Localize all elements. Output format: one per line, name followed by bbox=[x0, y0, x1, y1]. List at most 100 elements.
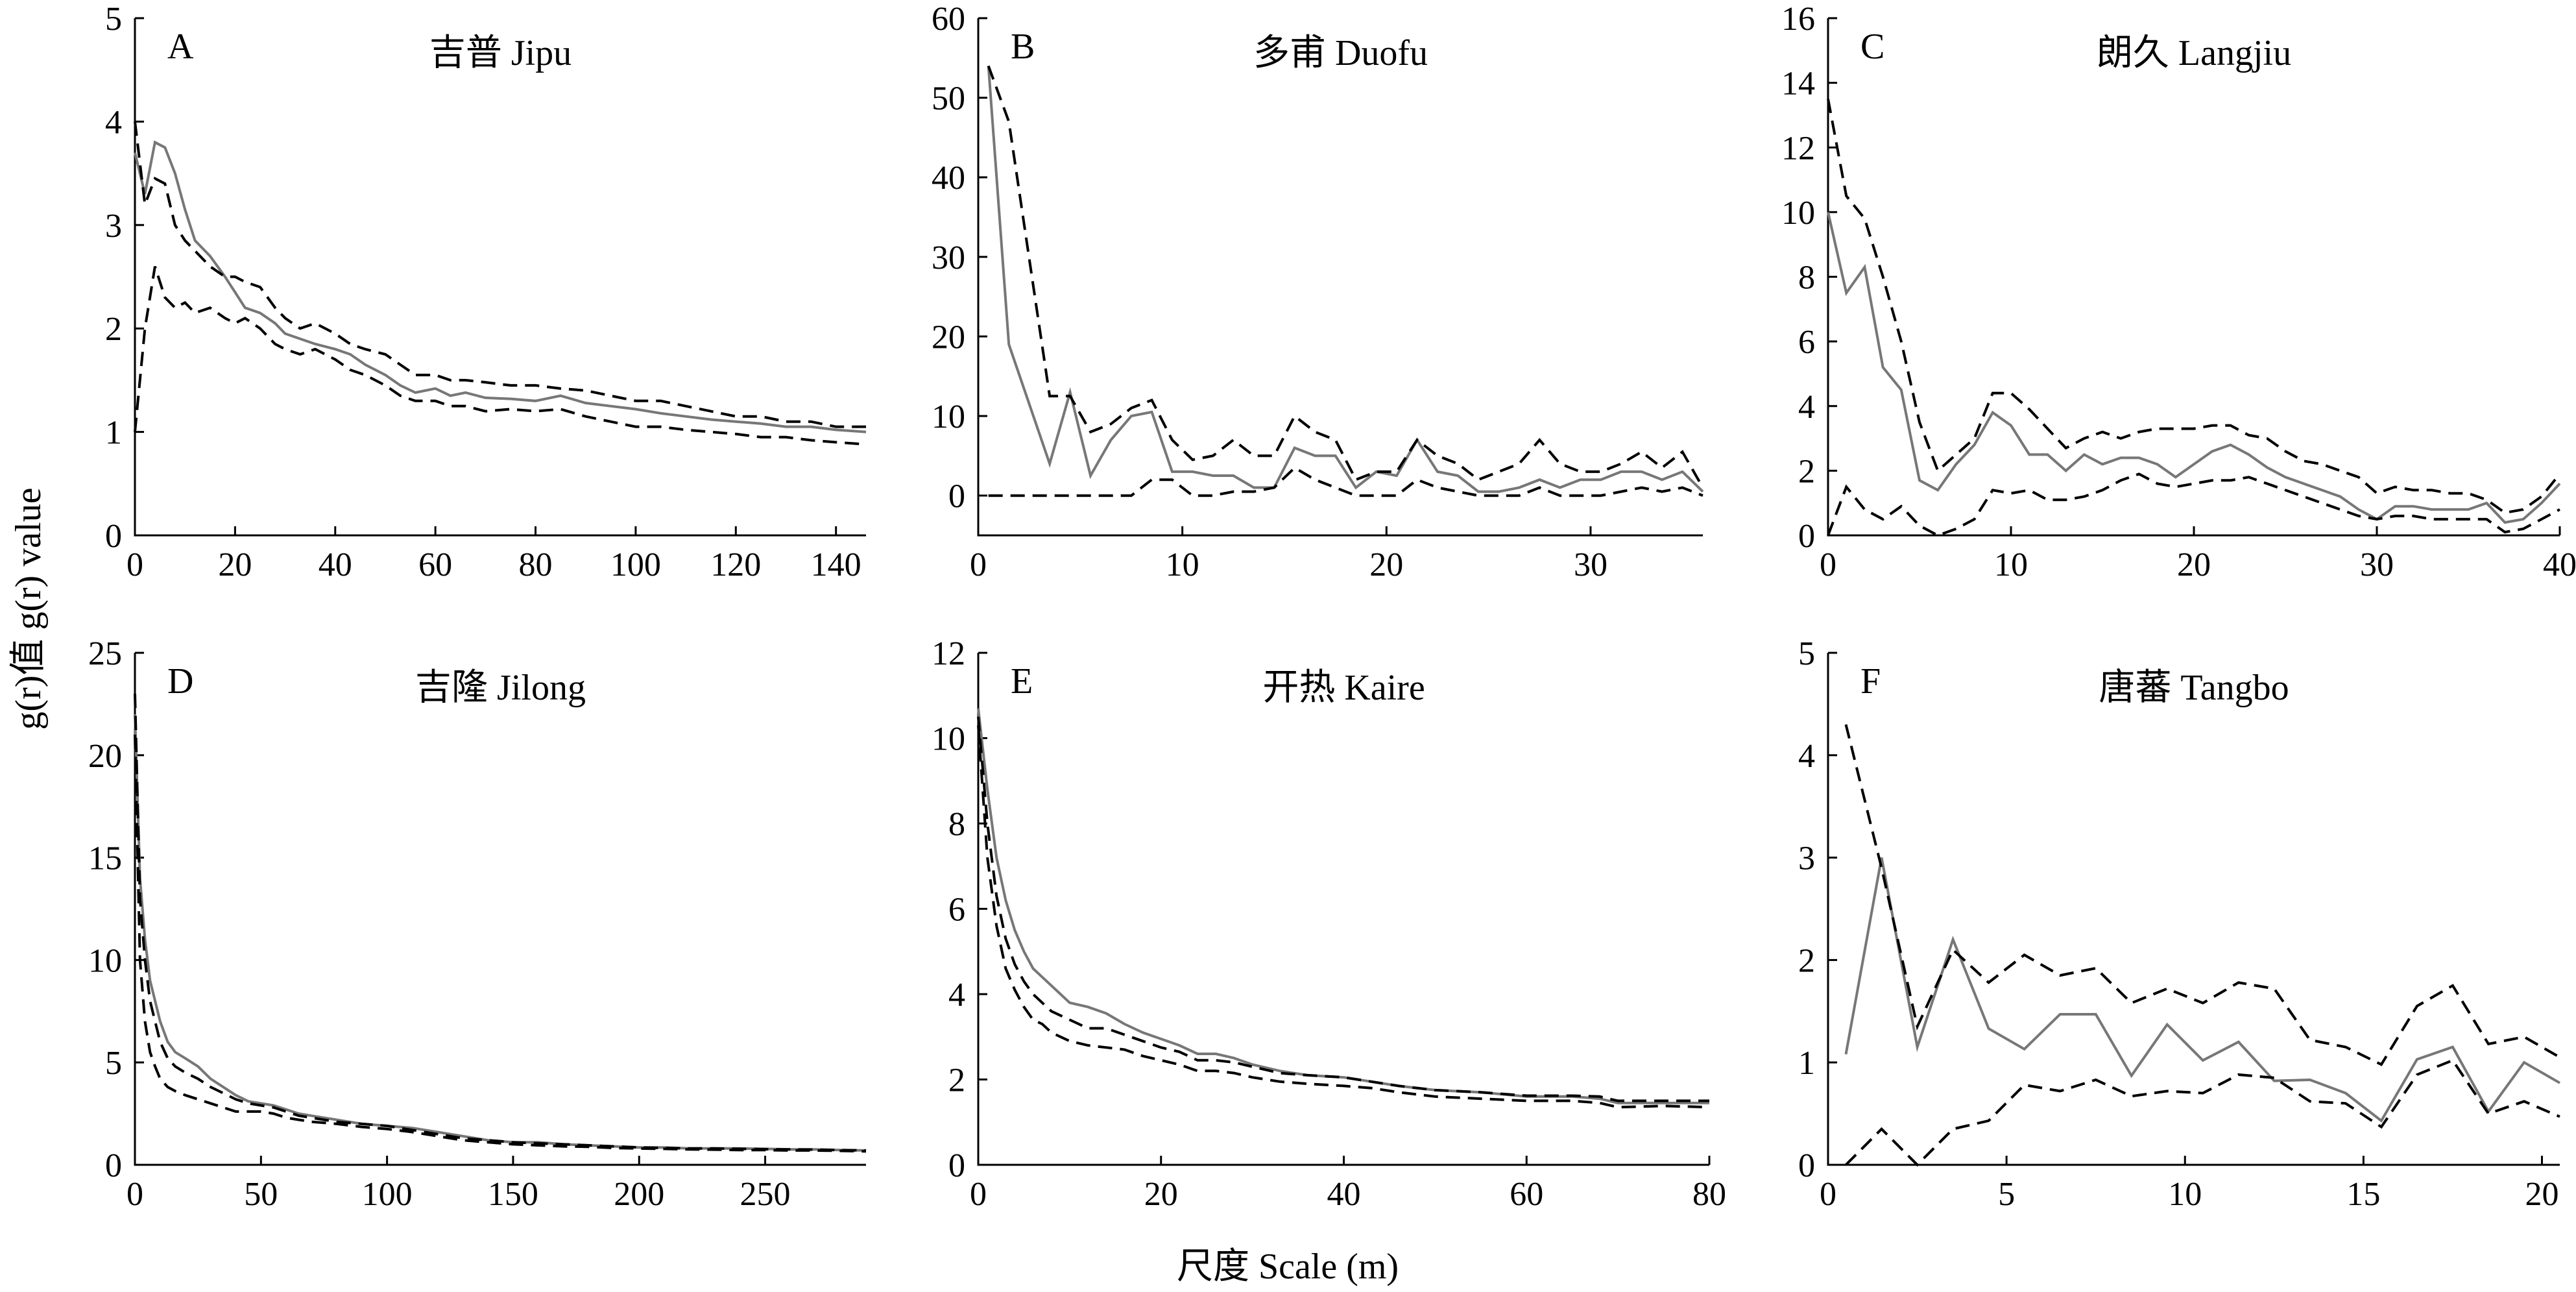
panel-e: 0 2 4 6 8 10 12 0 20 40 60 80 E 开热 Kaire bbox=[932, 635, 1726, 1213]
panel-d-ytick-label: 25 bbox=[88, 635, 122, 672]
panel-d-ytick-label: 15 bbox=[88, 840, 122, 877]
panel-e-letter: E bbox=[1011, 661, 1033, 701]
panel-c-xtick-label: 0 bbox=[1820, 546, 1836, 583]
panel-a: 0 1 2 3 4 5 0 20 40 60 80 100 120 140 A 吉普 Jipu bbox=[105, 1, 867, 583]
panel-a-ytick-label: 1 bbox=[105, 415, 122, 452]
panel-e-title: 开热 Kaire bbox=[1262, 668, 1425, 708]
panel-b-ytick-label: 0 bbox=[948, 478, 965, 515]
panel-e-ytick-label: 8 bbox=[948, 806, 965, 843]
panel-b-ytick-label: 30 bbox=[932, 239, 965, 276]
panel-f-ytick-label: 3 bbox=[1798, 840, 1815, 877]
panel-c-ytick-label: 6 bbox=[1798, 324, 1815, 361]
panel-a-xtick-label: 100 bbox=[610, 546, 661, 583]
panel-f-xtick-label: 20 bbox=[2525, 1176, 2558, 1213]
panel-c-envelope-line-2 bbox=[1827, 472, 2560, 537]
panel-a-title: 吉普 Jipu bbox=[429, 33, 572, 73]
panel-d-axes bbox=[134, 653, 866, 1166]
panel-c-xtick-label: 20 bbox=[2177, 546, 2211, 583]
panel-b-title: 多甫 Duofu bbox=[1253, 33, 1428, 73]
panel-c-title: 朗久 Langjiu bbox=[2097, 33, 2291, 73]
panel-f-envelope-line-2 bbox=[1845, 1058, 2560, 1167]
panel-e-xtick-label: 60 bbox=[1510, 1176, 1543, 1213]
panel-f: 0 1 2 3 4 5 0 5 10 15 20 F 唐蕃 Tangbo bbox=[1798, 635, 2560, 1213]
panel-a-xtick-label: 40 bbox=[319, 546, 352, 583]
panel-f-xtick-label: 15 bbox=[2346, 1176, 2380, 1213]
panel-d-envelope-line-1 bbox=[134, 694, 867, 1152]
panel-c-xtick-label: 40 bbox=[2543, 546, 2576, 583]
panel-a-xtick-label: 140 bbox=[811, 546, 861, 583]
panel-e-envelope-line-2 bbox=[977, 725, 1710, 1109]
panel-c-ytick-label: 10 bbox=[1781, 195, 1815, 232]
panel-d-observed-line bbox=[134, 714, 867, 1152]
panel-f-xtick-label: 10 bbox=[2168, 1176, 2202, 1213]
panel-a-letter: A bbox=[167, 27, 194, 67]
panel-e-xtick-label: 20 bbox=[1144, 1176, 1178, 1213]
panel-f-axes bbox=[1827, 653, 2560, 1166]
panel-b-xtick-label: 0 bbox=[970, 546, 987, 583]
panel-f-ytick-label: 4 bbox=[1798, 738, 1815, 775]
panel-b-ytick-label: 10 bbox=[932, 398, 965, 435]
panel-f-envelope-line-1 bbox=[1844, 724, 2560, 1066]
panel-d-letter: D bbox=[167, 661, 193, 701]
panel-c-ytick-label: 12 bbox=[1781, 130, 1815, 167]
panel-c-ytick-label: 8 bbox=[1798, 260, 1815, 297]
panel-c-ytick-label: 0 bbox=[1798, 518, 1815, 555]
panel-d-xtick-label: 200 bbox=[614, 1176, 664, 1213]
panel-e-ytick-label: 2 bbox=[948, 1062, 965, 1099]
panel-b-ytick-label: 20 bbox=[932, 319, 965, 356]
panel-e-xtick-label: 0 bbox=[970, 1176, 987, 1213]
panel-a-xtick-label: 80 bbox=[519, 546, 553, 583]
panel-d-xtick-label: 0 bbox=[126, 1176, 143, 1213]
panel-b-ytick-label: 60 bbox=[932, 1, 965, 38]
panel-a-envelope-line-1 bbox=[134, 121, 866, 428]
panel-f-title: 唐蕃 Tangbo bbox=[2099, 668, 2289, 708]
x-axis-label: 尺度 Scale (m) bbox=[1177, 1247, 1399, 1287]
panel-c-observed-line bbox=[1827, 212, 2561, 524]
panel-b-ytick-label: 40 bbox=[932, 160, 965, 197]
panel-f-xtick-label: 5 bbox=[1998, 1176, 2015, 1213]
panel-a-xtick-label: 60 bbox=[418, 546, 452, 583]
panel-a-ytick-label: 3 bbox=[105, 208, 122, 245]
panel-b-xtick-label: 20 bbox=[1369, 546, 1403, 583]
panel-d-xtick-label: 150 bbox=[488, 1176, 538, 1213]
panel-e-ytick-label: 4 bbox=[948, 977, 965, 1014]
panel-a-ytick-label: 0 bbox=[105, 518, 122, 555]
panel-e-ytick-label: 12 bbox=[932, 635, 965, 672]
panel-e-xtick-label: 40 bbox=[1327, 1176, 1361, 1213]
panel-c-xtick-label: 30 bbox=[2360, 546, 2394, 583]
panel-d-envelope-line-2 bbox=[134, 735, 867, 1153]
panel-b-letter: B bbox=[1011, 27, 1035, 67]
panel-c-ytick-label: 14 bbox=[1781, 66, 1815, 103]
panel-c-letter: C bbox=[1860, 27, 1884, 67]
panel-f-ytick-label: 2 bbox=[1798, 942, 1815, 979]
panel-b-xtick-label: 30 bbox=[1574, 546, 1607, 583]
panel-b-envelope-line-2 bbox=[988, 466, 1703, 497]
panel-c-xtick-label: 10 bbox=[1994, 546, 2028, 583]
panel-a-xtick-label: 20 bbox=[218, 546, 252, 583]
panel-f-letter: F bbox=[1860, 661, 1881, 701]
panel-a-ytick-label: 4 bbox=[105, 104, 122, 141]
panel-c-ytick-label: 2 bbox=[1798, 453, 1815, 490]
panel-e-ytick-label: 6 bbox=[948, 892, 965, 929]
panel-b-envelope-line-1 bbox=[987, 65, 1704, 489]
panel-d-xtick-label: 50 bbox=[244, 1176, 278, 1213]
panel-e-ytick-label: 0 bbox=[948, 1147, 965, 1184]
panel-e-axes bbox=[977, 653, 1709, 1166]
panel-b: 0 10 20 30 40 50 60 0 10 20 30 B 多甫 Duofu bbox=[932, 1, 1704, 583]
panel-d-ytick-label: 0 bbox=[105, 1147, 122, 1184]
panel-e-envelope-line-1 bbox=[977, 716, 1709, 1103]
panel-d-xtick-label: 100 bbox=[362, 1176, 413, 1213]
panel-d-ytick-label: 5 bbox=[105, 1045, 122, 1082]
panel-d-xtick-label: 250 bbox=[740, 1176, 791, 1213]
panel-a-envelope-line-2 bbox=[134, 265, 867, 446]
panel-f-ytick-label: 0 bbox=[1798, 1147, 1815, 1184]
panel-c-envelope-line-1 bbox=[1827, 99, 2561, 515]
panel-a-xtick-label: 120 bbox=[710, 546, 761, 583]
panel-f-observed-line bbox=[1844, 857, 2560, 1123]
panel-b-observed-line bbox=[987, 66, 1704, 493]
panel-e-observed-line bbox=[977, 708, 1709, 1104]
panel-a-xtick-label: 0 bbox=[126, 546, 143, 583]
